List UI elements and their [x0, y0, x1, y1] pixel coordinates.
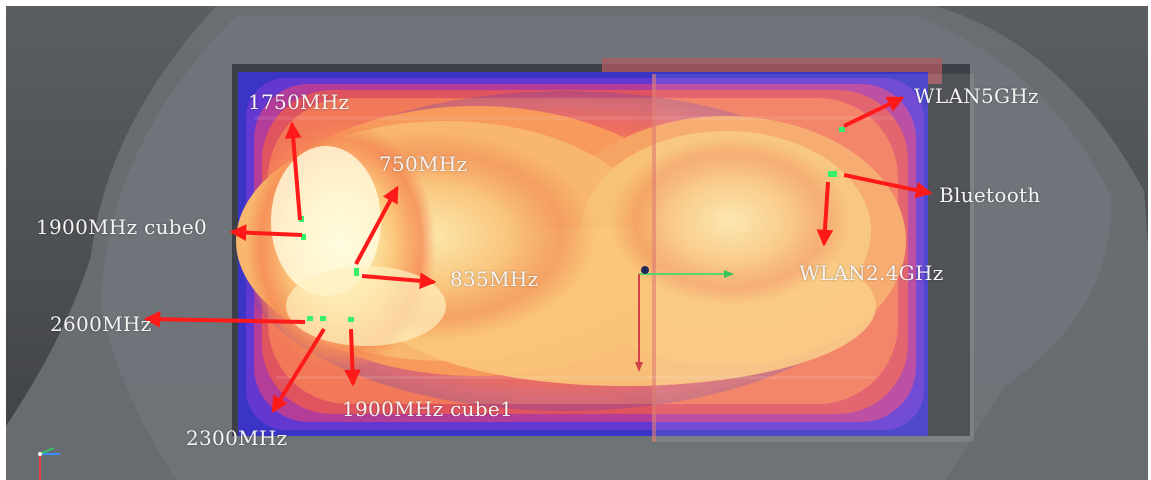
- label-750mhz: 750MHz: [379, 152, 468, 176]
- label-1900mhz-cube1: 1900MHz cube1: [342, 397, 514, 421]
- label-2300mhz: 2300MHz: [186, 426, 288, 450]
- arrow-2600: [143, 310, 306, 328]
- label-2600mhz: 2600MHz: [50, 312, 152, 336]
- arrow-1900-cube0: [229, 224, 303, 242]
- arrow-wlan5: [843, 96, 905, 128]
- annotation-arrows: [143, 96, 933, 414]
- arrow-835: [361, 272, 437, 290]
- coordinate-origin-icon: [635, 266, 734, 372]
- label-bluetooth: Bluetooth: [939, 183, 1041, 207]
- label-1900mhz-cube0: 1900MHz cube0: [36, 215, 208, 239]
- sar-heatmap-scene: [6, 6, 1148, 480]
- arrow-2300: [271, 327, 326, 414]
- xyz-axis-triad-icon: [38, 447, 60, 480]
- arrow-bluetooth: [843, 173, 933, 199]
- arrow-750: [354, 185, 399, 265]
- arrow-1900-cube1: [344, 328, 361, 387]
- sar-distribution: [236, 72, 974, 442]
- arrow-wlan24: [816, 181, 834, 247]
- 3d-viewport[interactable]: 1750MHz 750MHz 1900MHz cube0 835MHz 2600…: [6, 6, 1148, 480]
- label-wlan2-4ghz: WLAN2.4GHz: [799, 261, 944, 285]
- label-1750mhz: 1750MHz: [248, 90, 350, 114]
- label-835mhz: 835MHz: [450, 267, 539, 291]
- label-wlan5ghz: WLAN5GHz: [914, 84, 1039, 108]
- arrow-1750: [284, 121, 302, 221]
